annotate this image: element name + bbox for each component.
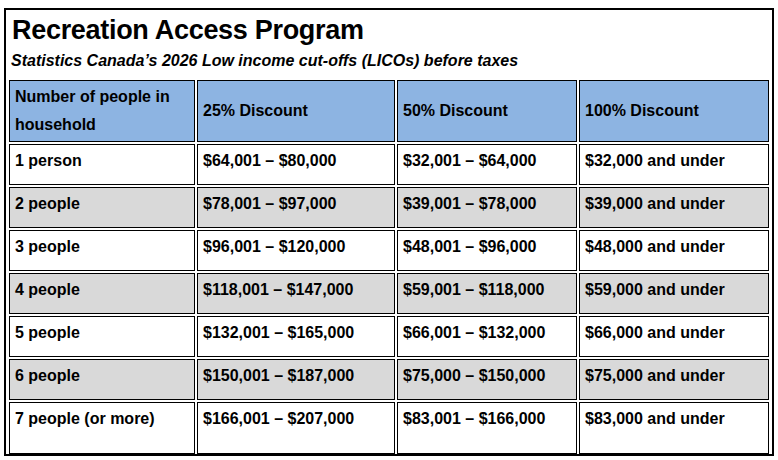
document-frame: Recreation Access Program Statistics Can… — [4, 8, 774, 456]
page-subtitle: Statistics Canada’s 2026 Low income cut-… — [11, 51, 771, 70]
cell-50-discount-range: $48,001 – $96,000 — [397, 230, 577, 271]
cell-25-discount-range: $166,001 – $207,000 — [197, 402, 395, 454]
cell-household-size: 3 people — [9, 230, 195, 271]
cell-household-size: 6 people — [9, 359, 195, 400]
lico-discount-table: Number of people in household 25% Discou… — [7, 78, 771, 456]
cell-50-discount-range: $66,001 – $132,000 — [397, 316, 577, 357]
cell-household-size: 5 people — [9, 316, 195, 357]
header-cell-50-discount: 50% Discount — [397, 80, 577, 142]
cell-100-discount-range: $59,000 and under — [579, 273, 769, 314]
cell-household-size: 4 people — [9, 273, 195, 314]
table-row: 1 person $64,001 – $80,000 $32,001 – $64… — [9, 144, 769, 185]
header-cell-25-discount: 25% Discount — [197, 80, 395, 142]
cell-25-discount-range: $150,001 – $187,000 — [197, 359, 395, 400]
table-row: 5 people $132,001 – $165,000 $66,001 – $… — [9, 316, 769, 357]
cell-50-discount-range: $59,001 – $118,000 — [397, 273, 577, 314]
cell-100-discount-range: $39,000 and under — [579, 187, 769, 228]
header-row: Number of people in household 25% Discou… — [9, 80, 769, 142]
cell-100-discount-range: $48,000 and under — [579, 230, 769, 271]
cell-25-discount-range: $64,001 – $80,000 — [197, 144, 395, 185]
cell-25-discount-range: $96,001 – $120,000 — [197, 230, 395, 271]
table-row: 6 people $150,001 – $187,000 $75,000 – $… — [9, 359, 769, 400]
cell-50-discount-range: $32,001 – $64,000 — [397, 144, 577, 185]
cell-household-size: 7 people (or more) — [9, 402, 195, 454]
cell-25-discount-range: $118,001 – $147,000 — [197, 273, 395, 314]
header-cell-100-discount: 100% Discount — [579, 80, 769, 142]
cell-25-discount-range: $132,001 – $165,000 — [197, 316, 395, 357]
cell-100-discount-range: $32,000 and under — [579, 144, 769, 185]
cell-household-size: 1 person — [9, 144, 195, 185]
header-cell-household-size: Number of people in household — [9, 80, 195, 142]
cell-100-discount-range: $83,000 and under — [579, 402, 769, 454]
table-row: 2 people $78,001 – $97,000 $39,001 – $78… — [9, 187, 769, 228]
cell-100-discount-range: $75,000 and under — [579, 359, 769, 400]
table-row: 7 people (or more) $166,001 – $207,000 $… — [9, 402, 769, 454]
page-title: Recreation Access Program — [12, 14, 771, 46]
table-row: 3 people $96,001 – $120,000 $48,001 – $9… — [9, 230, 769, 271]
cell-50-discount-range: $83,001 – $166,000 — [397, 402, 577, 454]
table-row: 4 people $118,001 – $147,000 $59,001 – $… — [9, 273, 769, 314]
cell-household-size: 2 people — [9, 187, 195, 228]
cell-50-discount-range: $39,001 – $78,000 — [397, 187, 577, 228]
cell-100-discount-range: $66,000 and under — [579, 316, 769, 357]
cell-25-discount-range: $78,001 – $97,000 — [197, 187, 395, 228]
cell-50-discount-range: $75,000 – $150,000 — [397, 359, 577, 400]
